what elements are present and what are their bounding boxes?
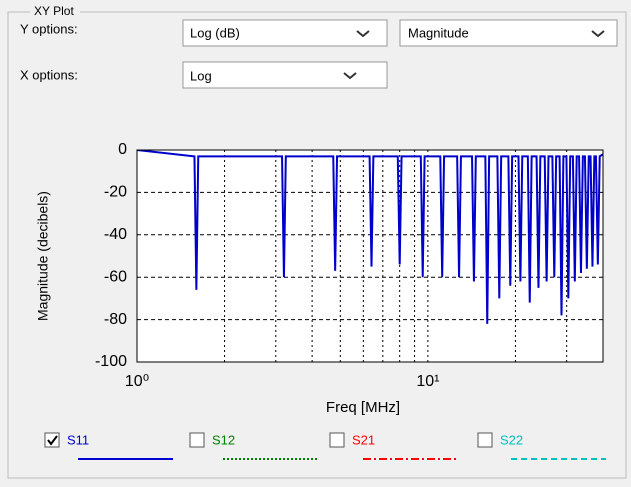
legend-label: S22 bbox=[500, 432, 523, 447]
x-tick-label: 10¹ bbox=[416, 373, 439, 390]
dropdown-box bbox=[182, 61, 388, 89]
series-line bbox=[137, 150, 603, 324]
y-tick-label: -80 bbox=[104, 311, 127, 328]
legend-label: S21 bbox=[352, 432, 375, 447]
checkbox bbox=[44, 432, 60, 448]
checkbox bbox=[329, 432, 345, 448]
y-tick-label: -60 bbox=[104, 268, 127, 285]
dropdown-arrow bbox=[591, 30, 605, 38]
checkbox bbox=[477, 432, 493, 448]
checkmark bbox=[47, 435, 58, 446]
dropdown-box bbox=[182, 19, 388, 47]
y-tick-label: -20 bbox=[104, 184, 127, 201]
y-tick-label: -100 bbox=[95, 353, 127, 370]
group-title: XY Plot bbox=[34, 4, 74, 18]
legend-checkbox[interactable]: S12 bbox=[189, 432, 318, 460]
y-scale-dropdown[interactable]: Log (dB) bbox=[182, 19, 388, 47]
legend-checkbox[interactable]: S22 bbox=[477, 432, 606, 460]
y-options-label: Y options: bbox=[20, 21, 78, 36]
legend-checkbox[interactable]: S21 bbox=[329, 432, 458, 460]
x-tick-label: 10⁰ bbox=[125, 373, 149, 390]
y-axis-label: Magnitude (decibels) bbox=[35, 191, 51, 321]
y-tick-label: 0 bbox=[118, 141, 127, 158]
x-axis-label: Freq [MHz] bbox=[326, 399, 400, 416]
legend-label: S11 bbox=[67, 432, 89, 447]
dropdown-value: Log bbox=[190, 68, 212, 83]
dropdown-value: Log (dB) bbox=[190, 25, 240, 40]
axes-frame bbox=[136, 149, 604, 363]
dropdown-value: Magnitude bbox=[408, 25, 469, 40]
group-title-bg bbox=[30, 4, 80, 18]
dropdown-box bbox=[399, 19, 618, 47]
y-tick-label: -40 bbox=[104, 226, 127, 243]
legend-label: S12 bbox=[212, 432, 235, 447]
dropdown-arrow bbox=[343, 72, 357, 80]
dropdown-arrow bbox=[356, 30, 370, 38]
x-scale-dropdown[interactable]: Log bbox=[182, 61, 388, 89]
group-box bbox=[7, 11, 627, 479]
y-quantity-dropdown[interactable]: Magnitude bbox=[399, 19, 618, 47]
x-options-label: X options: bbox=[20, 67, 78, 82]
legend-checkbox[interactable]: S11 bbox=[44, 432, 173, 460]
checkbox bbox=[189, 432, 205, 448]
